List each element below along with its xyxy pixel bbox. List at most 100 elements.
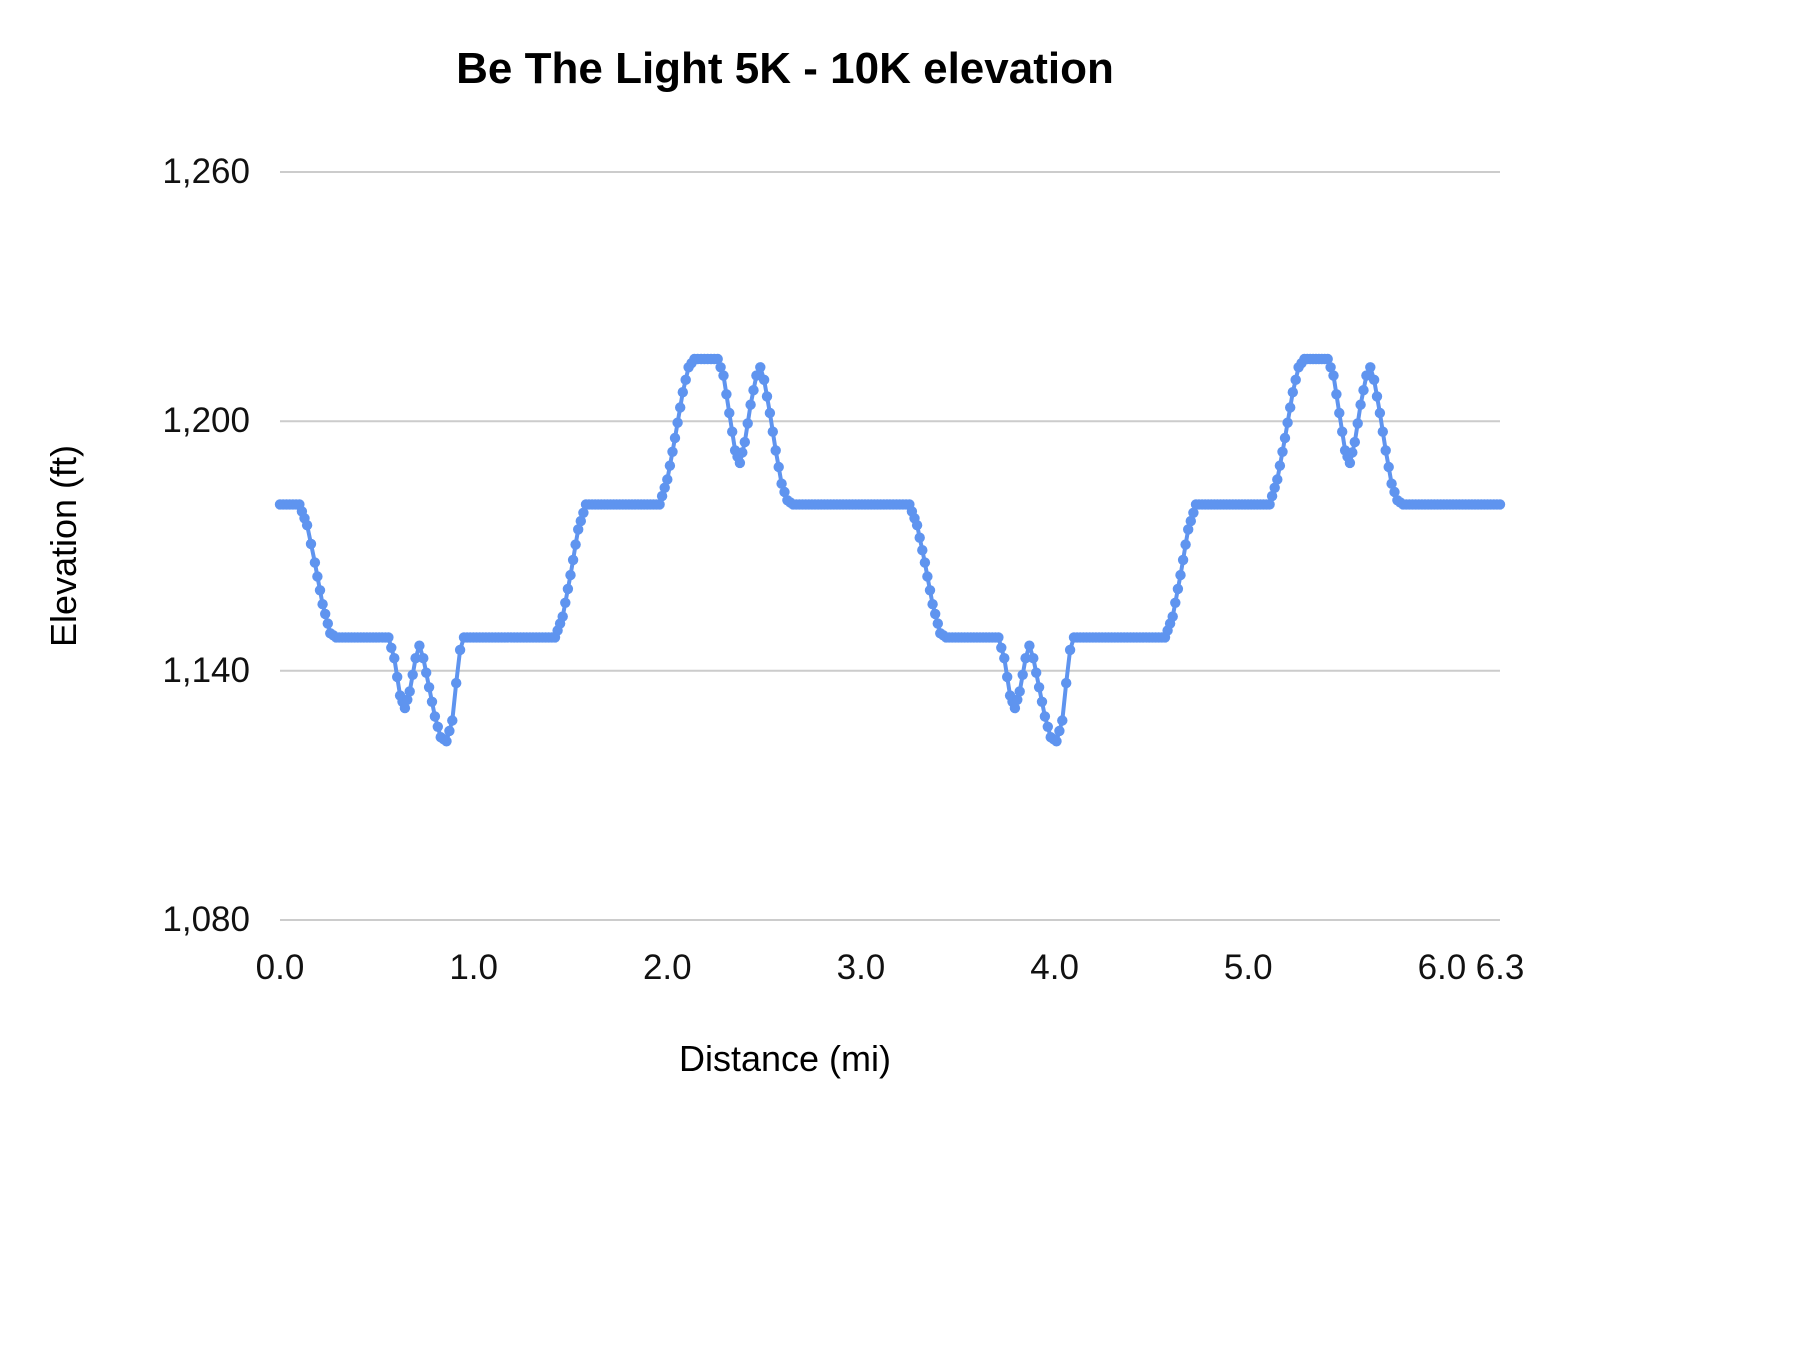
data-point-marker — [1371, 391, 1383, 402]
data-point-marker — [669, 432, 681, 444]
data-point-marker — [727, 426, 738, 437]
data-point-marker — [1017, 669, 1028, 680]
data-point-marker — [441, 736, 452, 747]
data-point-marker — [322, 618, 333, 629]
data-point-marker — [761, 391, 773, 402]
data-point-marker — [664, 460, 676, 471]
data-point-marker — [404, 686, 415, 697]
data-point-marker — [454, 644, 466, 656]
data-point-marker — [1380, 445, 1391, 456]
data-point-marker — [1285, 402, 1296, 413]
data-point-marker — [444, 725, 455, 737]
data-point-marker — [1012, 694, 1023, 705]
y-tick-label: 1,080 — [162, 900, 250, 939]
data-point-marker — [1349, 436, 1361, 448]
data-point-marker — [447, 715, 458, 726]
data-point-marker — [1188, 507, 1199, 518]
data-point-marker — [662, 474, 673, 485]
data-point-marker — [924, 585, 936, 596]
data-point-marker — [914, 532, 925, 543]
x-tick-label: 5.0 — [1223, 948, 1273, 987]
data-point-marker — [767, 426, 778, 437]
data-point-marker — [770, 445, 781, 456]
y-tick-label: 1,200 — [162, 401, 250, 441]
data-point-marker — [1170, 597, 1181, 608]
data-point-marker — [426, 696, 438, 707]
data-point-marker — [1014, 686, 1025, 697]
x-tick-label: 4.0 — [1030, 948, 1079, 987]
data-point-marker — [1051, 736, 1062, 747]
data-point-marker — [712, 353, 723, 365]
data-point-marker — [751, 370, 762, 381]
data-point-marker — [414, 640, 425, 651]
chart-title: Be The Light 5K - 10K elevation — [456, 44, 1114, 93]
data-point-marker — [1322, 353, 1333, 365]
data-point-marker — [667, 446, 678, 457]
data-point-marker — [745, 399, 756, 410]
data-point-marker — [1266, 490, 1278, 502]
data-point-marker — [1185, 515, 1197, 527]
data-point-marker — [1337, 426, 1348, 437]
data-point-marker — [1175, 569, 1186, 581]
data-point-marker — [1282, 417, 1293, 428]
data-point-marker — [407, 669, 418, 680]
data-point-marker — [578, 507, 589, 518]
data-point-marker — [1352, 418, 1363, 429]
data-point-marker — [1374, 407, 1386, 419]
data-point-marker — [1172, 583, 1184, 595]
data-point-marker — [1009, 702, 1021, 714]
y-tick-label: 1,260 — [162, 152, 250, 191]
data-point-marker — [748, 385, 759, 396]
data-point-marker — [1386, 478, 1397, 489]
data-point-marker — [1057, 715, 1068, 726]
x-tick-label: 0.0 — [255, 948, 305, 987]
data-point-marker — [1024, 640, 1035, 651]
data-point-marker — [1269, 482, 1280, 493]
data-point-marker — [680, 374, 691, 385]
data-point-marker — [917, 545, 928, 556]
data-point-marker — [317, 599, 328, 610]
data-point-marker — [1368, 374, 1380, 385]
data-point-marker — [1389, 486, 1400, 498]
data-point-marker — [1274, 460, 1286, 471]
data-point-marker — [1042, 721, 1054, 732]
data-point-marker — [410, 653, 421, 664]
plot-area — [274, 171, 1506, 921]
x-tick-label: 6.0 — [1417, 948, 1467, 987]
data-point-marker — [1167, 611, 1178, 622]
x-tick-label: 1.0 — [449, 948, 498, 987]
data-point-marker — [996, 642, 1007, 653]
data-point-marker — [392, 671, 403, 683]
data-point-marker — [570, 539, 581, 550]
data-point-marker — [1272, 474, 1283, 485]
y-tick-label: 1,140 — [162, 650, 250, 690]
data-point-marker — [386, 642, 397, 653]
data-point-marker — [560, 597, 571, 608]
data-point-marker — [1054, 725, 1065, 737]
data-point-marker — [1331, 389, 1342, 400]
data-point-marker — [1344, 457, 1356, 469]
data-point-marker — [1061, 677, 1072, 689]
data-point-marker — [1279, 432, 1291, 444]
data-point-marker — [429, 711, 441, 722]
data-point-marker — [911, 520, 923, 531]
data-point-marker — [930, 608, 941, 620]
data-point-marker — [721, 389, 732, 400]
data-point-marker — [737, 447, 748, 458]
data-point-marker — [1039, 711, 1051, 722]
data-point-marker — [1064, 644, 1076, 656]
data-point-marker — [314, 585, 326, 596]
data-point-marker — [922, 571, 933, 582]
data-point-marker — [932, 618, 943, 629]
data-point-marker — [402, 694, 413, 705]
data-point-marker — [715, 362, 726, 373]
data-point-marker — [776, 478, 787, 489]
x-tick-label: 6.3 — [1475, 948, 1525, 987]
data-point-marker — [1328, 370, 1339, 381]
data-point-marker — [773, 461, 784, 473]
data-point-marker — [573, 524, 584, 535]
data-point-marker — [309, 557, 321, 568]
data-point-marker — [1028, 653, 1039, 664]
data-point-marker — [383, 632, 394, 643]
x-tick-label: 3.0 — [836, 948, 886, 987]
